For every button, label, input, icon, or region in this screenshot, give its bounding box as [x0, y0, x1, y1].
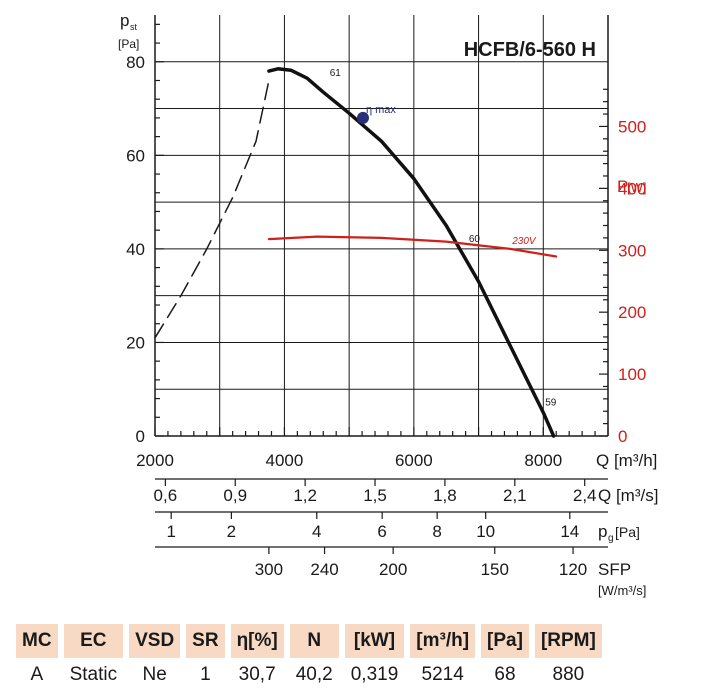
left-axis-tick-label: 80: [126, 53, 145, 72]
qs-axis-tick-label: 1,2: [293, 486, 317, 505]
right-axis-tick-label: 400: [618, 179, 646, 198]
spec-table: MC EC VSD SR η[%] N [kW] [m³/h] [Pa] [RP…: [10, 624, 608, 692]
header-n: N: [289, 624, 339, 658]
unstable-region-curve: [154, 79, 270, 339]
eta-max-point: [356, 111, 369, 124]
pg-axis-tick-label: 2: [227, 522, 236, 541]
header-rpm: [RPM]: [534, 624, 602, 658]
header-efficiency: η[%]: [230, 624, 284, 658]
pg-axis-tick-label: 1: [166, 522, 175, 541]
spec-table-header-row: MC EC VSD SR η[%] N [kW] [m³/h] [Pa] [RP…: [16, 624, 602, 658]
left-axis-label-sub: st: [130, 22, 138, 32]
right-axis-tick-label: 0: [618, 427, 627, 446]
value-kw: 0,319: [350, 664, 399, 685]
pg-axis-tick-label: 6: [377, 522, 386, 541]
pg-axis-unit: [Pa]: [615, 524, 640, 540]
curve-annotation: η max: [366, 104, 396, 116]
sfp-axis-tick-label: 240: [310, 560, 338, 579]
sfp-axis-label: SFP: [598, 560, 631, 579]
right-axis-tick-label: 100: [618, 365, 646, 384]
qs-axis-tick-label: 1,8: [433, 486, 457, 505]
header-flow: [m³/h]: [410, 624, 476, 658]
x-axis-tick-label: 2000: [136, 451, 174, 470]
qs-axis-tick-label: 0,6: [154, 486, 178, 505]
value-vsd: Ne: [142, 664, 167, 685]
pressure-curve: [267, 67, 556, 438]
value-rpm: 880: [552, 664, 585, 685]
left-axis-unit: [Pa]: [118, 37, 139, 51]
sfp-axis-tick-label: 120: [559, 560, 587, 579]
right-axis-label: P: [617, 177, 628, 196]
pg-axis-tick-label: 4: [312, 522, 321, 541]
right-axis-tick-label: 500: [618, 117, 646, 136]
curve-annotation: 59: [545, 398, 557, 409]
value-flow: 5214: [421, 664, 464, 685]
left-axis-tick-label: 60: [126, 146, 145, 165]
left-axis-tick-label: 20: [126, 333, 145, 352]
value-mc: A: [30, 664, 44, 685]
x-axis-label: Q [m³/h]: [596, 451, 657, 470]
curve-annotation: 61: [330, 68, 342, 79]
qs-axis-tick-label: 2,4: [573, 486, 597, 505]
sfp-axis-tick-label: 300: [255, 560, 283, 579]
header-mc: MC: [16, 624, 58, 658]
value-pa: 68: [494, 664, 516, 685]
qs-axis-tick-label: 2,1: [503, 486, 527, 505]
right-axis-unit: [W]: [627, 180, 647, 195]
left-axis-tick-label: 0: [136, 427, 145, 446]
curve-annotation: 60: [469, 234, 481, 245]
header-pa: [Pa]: [481, 624, 529, 658]
power-curve-230v: [267, 235, 558, 258]
sfp-axis-tick-label: 150: [481, 560, 509, 579]
header-kw: [kW]: [344, 624, 405, 658]
value-sr: 1: [200, 664, 211, 685]
x-axis-tick-label: 4000: [266, 451, 304, 470]
x-axis-tick-label: 6000: [395, 451, 433, 470]
right-axis-tick-label: 200: [618, 303, 646, 322]
pg-axis-label: p: [598, 522, 607, 541]
spec-table-value-row: A Static Ne 1 30,7 40,2 0,319 5214 68 88…: [16, 658, 602, 692]
qs-axis-label: Q [m³/s]: [598, 486, 658, 505]
curve-annotation: 230V: [511, 236, 537, 247]
value-efficiency: 30,7: [238, 664, 276, 685]
chart-title: HCFB/6-560 H: [464, 39, 596, 61]
header-sr: SR: [186, 624, 225, 658]
right-axis-tick-label: 300: [618, 241, 646, 260]
pg-axis-tick-label: 14: [560, 522, 579, 541]
pg-axis-label-sub: g: [608, 533, 614, 544]
value-n: 40,2: [295, 664, 333, 685]
sfp-axis-unit: [W/m³/s]: [598, 583, 646, 598]
pg-axis-tick-label: 10: [476, 522, 495, 541]
left-axis-tick-label: 40: [126, 240, 145, 259]
qs-axis-tick-label: 0,9: [223, 486, 247, 505]
header-ec: EC: [63, 624, 124, 658]
pg-axis-tick-label: 8: [432, 522, 441, 541]
left-axis-label: p: [120, 11, 129, 30]
qs-axis-tick-label: 1,5: [363, 486, 387, 505]
value-ec: Static: [69, 664, 118, 685]
header-vsd: VSD: [129, 624, 181, 658]
sfp-axis-tick-label: 200: [379, 560, 407, 579]
x-axis-tick-label: 8000: [524, 451, 562, 470]
